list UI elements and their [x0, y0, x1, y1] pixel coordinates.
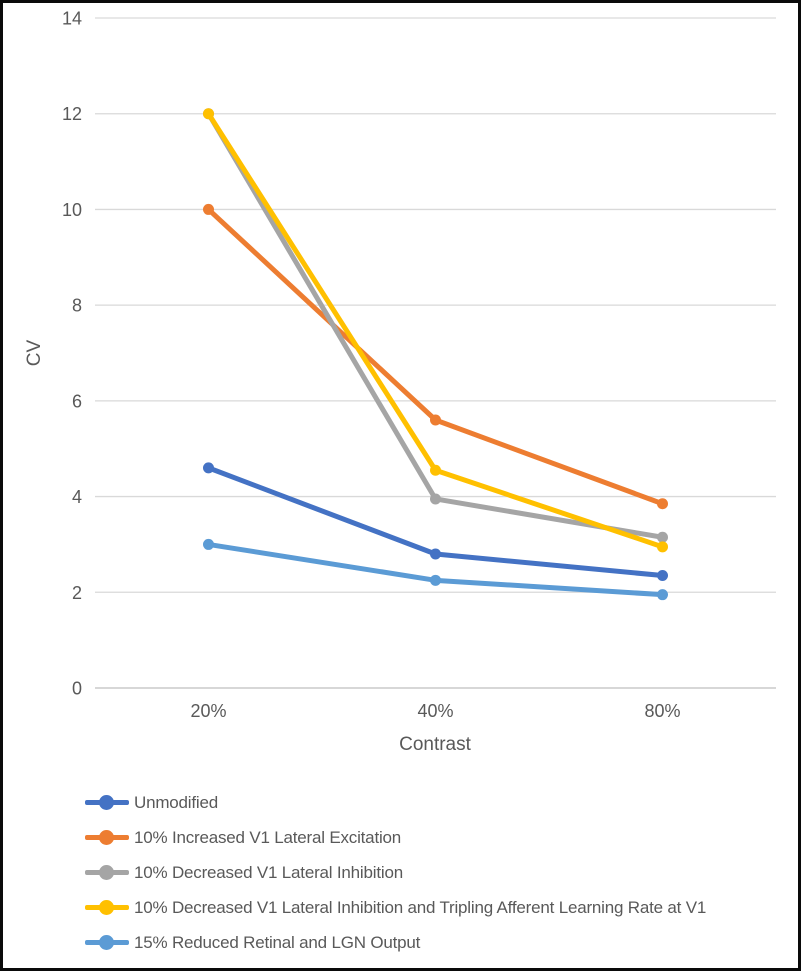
data-point-series-3	[430, 464, 441, 476]
series-layer	[203, 108, 668, 601]
legend-marker-icon	[85, 864, 129, 881]
chart-legend: Unmodified 10% Increased V1 Lateral Excit…	[85, 785, 706, 960]
x-tick-label: 40%	[417, 701, 453, 721]
data-point-series-1	[203, 203, 214, 215]
y-tick-label: 6	[72, 391, 82, 411]
data-point-series-3	[203, 108, 214, 120]
data-point-series-0	[203, 462, 214, 474]
legend-item-3: 10% Decreased V1 Lateral Inhibition and …	[85, 890, 706, 925]
series-line-3	[206, 111, 665, 550]
x-axis-tick-labels: 20% 40% 80%	[190, 701, 680, 721]
data-point-series-0	[430, 548, 441, 560]
y-tick-label: 12	[62, 104, 82, 124]
y-tick-label: 2	[72, 583, 82, 603]
legend-marker-dot	[99, 934, 114, 950]
legend-marker-dot	[99, 829, 114, 845]
legend-item-4: 15% Reduced Retinal and LGN Output	[85, 925, 706, 960]
gridlines	[95, 17, 776, 689]
data-point-series-2	[430, 493, 441, 505]
series-line-1	[206, 206, 665, 507]
legend-marker-icon	[85, 829, 129, 846]
data-point-series-2	[657, 531, 668, 543]
data-point-series-4	[657, 589, 668, 601]
legend-marker-icon	[85, 934, 129, 951]
data-point-series-0	[657, 570, 668, 582]
legend-label: 10% Decreased V1 Lateral Inhibition	[134, 862, 403, 882]
y-tick-label: 10	[62, 200, 82, 220]
y-tick-label: 14	[62, 9, 82, 29]
legend-item-0: Unmodified	[85, 785, 706, 820]
y-tick-label: 8	[72, 296, 82, 316]
legend-item-2: 10% Decreased V1 Lateral Inhibition	[85, 855, 706, 890]
x-tick-label: 80%	[644, 701, 680, 721]
data-point-series-4	[203, 538, 214, 550]
y-axis-title: CV	[24, 339, 45, 366]
legend-item-1: 10% Increased V1 Lateral Excitation	[85, 820, 706, 855]
legend-label: 15% Reduced Retinal and LGN Output	[134, 932, 421, 952]
legend-label: 10% Increased V1 Lateral Excitation	[134, 827, 402, 847]
legend-marker-dot	[99, 794, 114, 810]
data-point-series-1	[657, 498, 668, 510]
y-tick-label: 4	[72, 487, 82, 507]
data-point-series-1	[430, 414, 441, 426]
y-axis-tick-labels: 0 2 4 6 8 10 12 14	[62, 9, 82, 699]
data-point-series-3	[657, 541, 668, 553]
legend-marker-dot	[99, 899, 114, 915]
legend-label: Unmodified	[134, 792, 218, 812]
legend-marker-icon	[85, 899, 129, 916]
line-chart: 0 2 4 6 8 10 12 14 20% 40% 80% CV Contrast	[24, 9, 776, 755]
x-tick-label: 20%	[190, 701, 226, 721]
data-point-series-4	[430, 574, 441, 586]
legend-marker-dot	[99, 864, 114, 880]
x-axis-title: Contrast	[399, 734, 472, 755]
legend-marker-icon	[85, 794, 129, 811]
legend-label: 10% Decreased V1 Lateral Inhibition and …	[134, 897, 707, 917]
y-tick-label: 0	[72, 679, 82, 699]
